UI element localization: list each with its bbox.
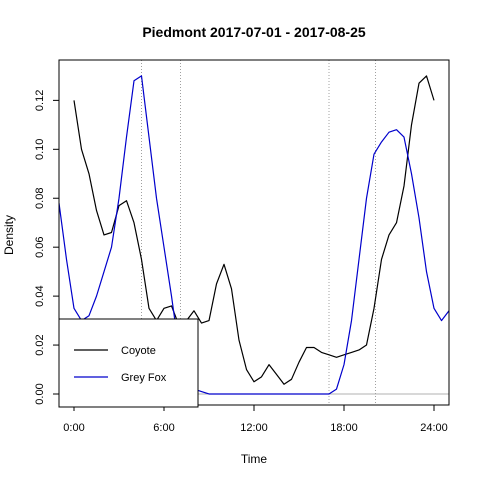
x-tick-label: 24:00 (420, 422, 448, 434)
legend-entry-label: Coyote (121, 345, 156, 357)
series-line-coyote (73, 75, 435, 385)
x-tick-label: 0:00 (63, 422, 84, 434)
y-tick-label: 0.00 (34, 383, 46, 404)
x-axis-label: Time (241, 452, 268, 466)
y-tick-label: 0.06 (34, 236, 46, 257)
series-line-grey-fox (59, 75, 449, 395)
y-tick-label: 0.02 (34, 334, 46, 355)
y-tick-label: 0.04 (34, 285, 46, 306)
x-tick-label: 12:00 (240, 422, 268, 434)
plot-area: 0:00 6:00 12:00 18:00 24:00 0.00 0.02 0.04 0.06 0… (34, 59, 450, 434)
x-tick-label: 6:00 (153, 422, 174, 434)
y-tick-label: 0.08 (34, 188, 46, 209)
y-tick-label: 0.12 (34, 90, 46, 111)
y-axis-label: Density (2, 215, 16, 255)
y-tick-label: 0.10 (34, 139, 46, 160)
legend: Coyote Grey Fox (58, 318, 199, 408)
chart-title: Piedmont 2017-07-01 - 2017-08-25 (142, 24, 366, 40)
x-tick-label: 18:00 (330, 422, 358, 434)
legend-box (58, 318, 199, 408)
legend-entry-label: Grey Fox (121, 372, 167, 384)
